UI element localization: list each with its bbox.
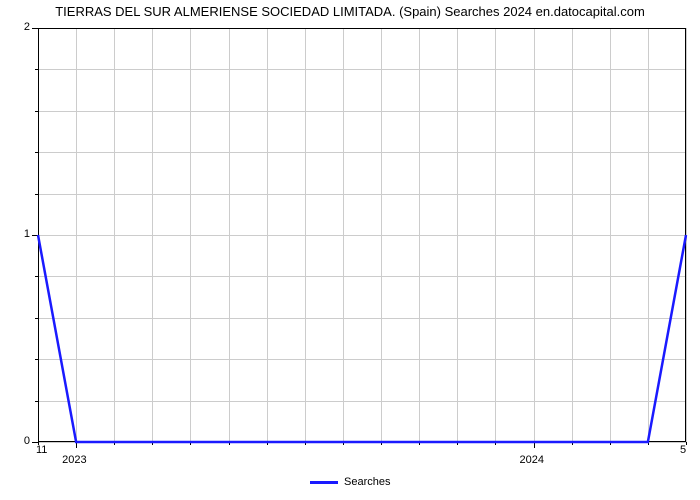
series-svg: [0, 0, 700, 500]
series-line: [38, 235, 686, 442]
chart-container: { "chart": { "type": "line", "title": "T…: [0, 0, 700, 500]
